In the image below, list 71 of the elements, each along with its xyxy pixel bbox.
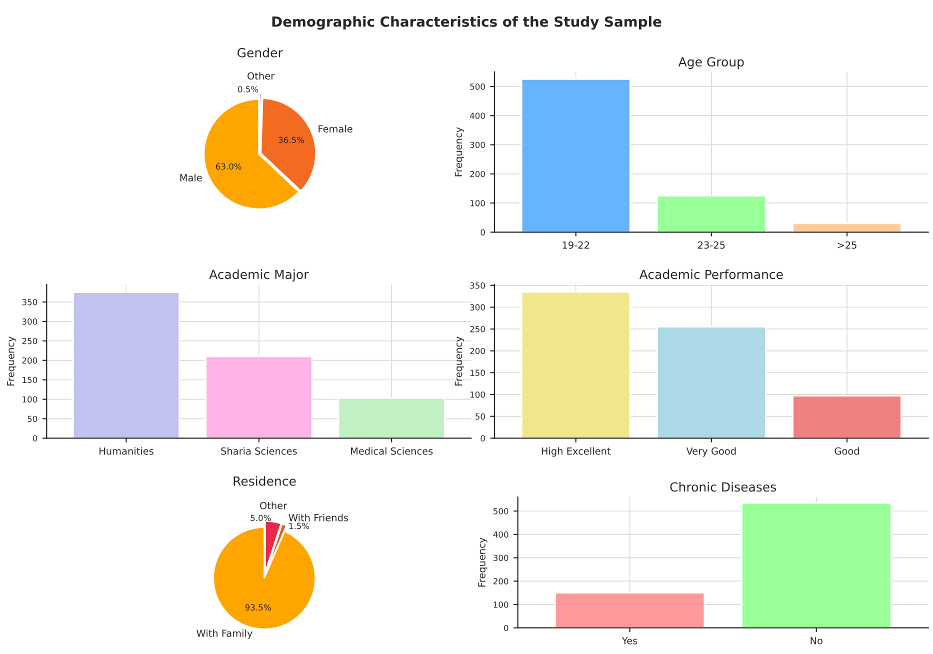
y-tick-label: 0 [480, 435, 485, 442]
slice-label: With Friends [288, 514, 348, 522]
data-label: 1.5% [289, 522, 310, 530]
slice-label: Other [248, 72, 275, 80]
y-tick-label: 0 [504, 624, 508, 632]
chart-title: Chronic Diseases [670, 482, 776, 492]
slice-label: With Family [196, 629, 252, 639]
y-tick-label: 200 [470, 170, 485, 178]
data-label: 93.5% [245, 604, 271, 611]
y-tick-label: 200 [22, 357, 38, 364]
y-tick-label: 500 [470, 83, 485, 90]
bar [520, 291, 631, 438]
chart-title: Age Group [678, 57, 744, 69]
bar [792, 222, 902, 232]
x-tick-label: Good [834, 447, 859, 455]
y-tick-label: 100 [494, 601, 508, 608]
y-tick-label: 100 [470, 200, 485, 206]
y-tick-label: 500 [494, 508, 508, 514]
bar [520, 78, 631, 232]
chart-title: Academic Performance [639, 269, 783, 280]
y-tick-label: 250 [22, 338, 38, 344]
y-tick-label: 300 [470, 142, 485, 148]
bar [205, 356, 313, 438]
data-label: 0.5% [238, 86, 258, 92]
bar [72, 292, 180, 438]
text: Demographic Characteristics of the Study Sample [272, 16, 662, 30]
y-tick-label: 100 [22, 396, 38, 403]
data-label: 63.0% [216, 163, 242, 170]
y-tick-label: 200 [470, 348, 485, 354]
chart-title: Academic Major [209, 269, 309, 282]
y-tick-label: 350 [470, 282, 485, 289]
y-axis-title: Frequency [7, 336, 16, 386]
y-tick-label: 300 [470, 304, 485, 310]
y-axis-title: Frequency [454, 127, 464, 176]
bar [656, 326, 766, 438]
y-tick-label: 400 [493, 531, 508, 538]
x-tick-label: Sharia Sciences [221, 447, 297, 455]
slice-label: Female [318, 125, 352, 133]
y-tick-label: 250 [470, 326, 485, 332]
y-tick-label: 300 [494, 554, 508, 562]
slice-label: Other [260, 502, 288, 510]
y-axis-title: Frequency [454, 336, 464, 386]
y-tick-label: 100 [470, 392, 485, 398]
y-axis-title: Frequency [478, 538, 488, 587]
chart-title: Residence [234, 476, 296, 486]
bar [792, 395, 902, 438]
y-tick-label: 300 [22, 318, 38, 325]
y-tick-label: 0 [32, 435, 38, 442]
bar [656, 195, 766, 232]
x-tick-label: Very Good [686, 447, 736, 457]
slice-label: Male [180, 174, 202, 182]
x-tick-label: Humanities [100, 447, 154, 455]
x-tick-label: 19-22 [562, 241, 589, 249]
x-tick-label: >25 [838, 241, 856, 249]
x-tick-label: Yes [622, 637, 638, 644]
bar [338, 397, 446, 438]
data-label: 36.5% [278, 136, 304, 144]
y-tick-label: 150 [22, 376, 38, 384]
chart-title: Gender [238, 48, 283, 58]
x-tick-label: 23-25 [698, 241, 725, 249]
x-tick-label: High Excellent [542, 447, 611, 457]
y-tick-label: 50 [476, 413, 485, 420]
y-tick-label: 0 [480, 229, 485, 236]
y-tick-label: 400 [470, 112, 485, 119]
y-tick-label: 200 [493, 578, 508, 584]
y-tick-label: 150 [470, 370, 485, 376]
x-tick-label: Medical Sciences [350, 447, 433, 455]
x-tick-label: No [810, 637, 822, 644]
y-tick-label: 50 [28, 416, 38, 422]
y-tick-label: 350 [22, 298, 38, 306]
data-label: 5.0% [250, 514, 271, 522]
